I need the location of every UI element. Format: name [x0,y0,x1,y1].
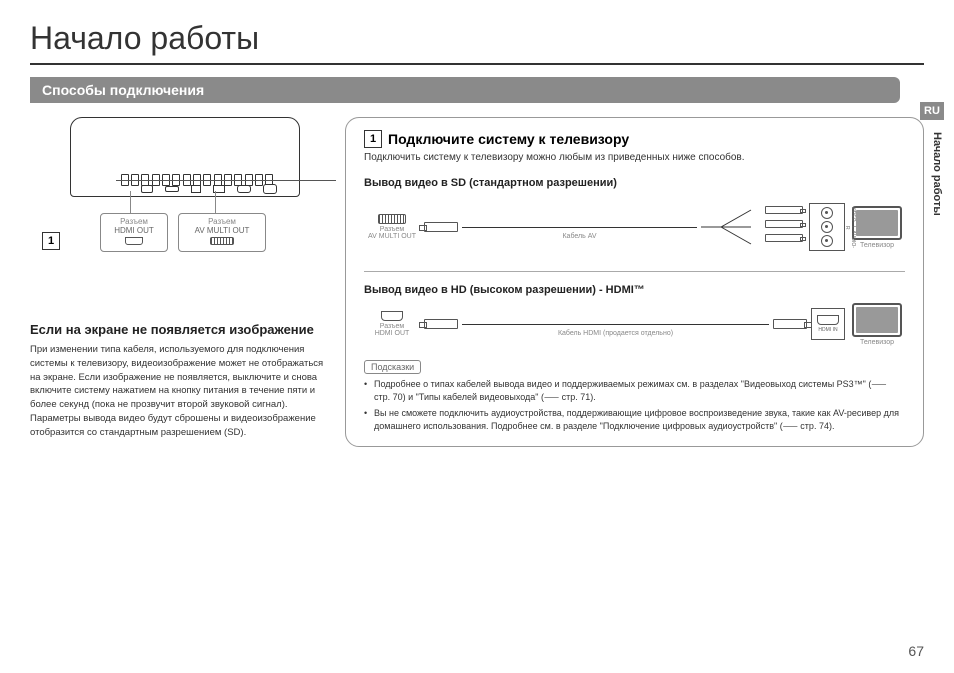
hints-list: Подробнее о типах кабелей вывода видео и… [364,378,905,432]
console-back-illustration [70,117,300,197]
hd-cable-line: Кабель HDMI (продается отдельно) [462,324,769,325]
step-1-title-row: 1 Подключите систему к телевизору [364,130,905,148]
hdmi-plug-left-icon [424,319,458,329]
step-1-number: 1 [364,130,382,148]
content-row: Разъем HDMI OUT Разъем AV MULTI OUT 1 Ес… [30,117,924,447]
tv-hd: Телевизор [849,303,905,346]
tv-sd: Телевизор [849,206,905,249]
av-plug-icon [424,222,458,232]
sd-heading: Вывод видео в SD (стандартном разрешении… [364,177,905,189]
callout-av-multi-out: Разъем AV MULTI OUT [178,213,266,252]
rca-input-panel: VIDEO L-AUDIO-R [809,203,845,251]
troubleshoot-heading: Если на экране не появляется изображение [30,322,325,337]
rca-plugs [765,206,805,248]
callout-hdmi-out: Разъем HDMI OUT [100,213,168,252]
page-number: 67 [908,643,924,659]
sd-source-port: Разъем AV MULTI OUT [364,214,420,240]
hd-source-port: Разъем HDMI OUT [364,311,420,337]
hdmi-port-icon [125,237,143,245]
section-header: Способы подключения [30,77,900,103]
step-1-title: Подключите систему к телевизору [388,131,629,147]
side-section-label: Начало работы [931,132,943,216]
hdmi-plug-right-icon [773,319,807,329]
left-column: Разъем HDMI OUT Разъем AV MULTI OUT 1 Ес… [30,117,325,447]
hd-cable-diagram: Разъем HDMI OUT Кабель HDMI (продается о… [364,304,905,344]
av-port-icon [210,237,234,245]
device-diagram: Разъем HDMI OUT Разъем AV MULTI OUT 1 [30,117,325,292]
hint-item: Вы не сможете подключить аудиоустройства… [364,407,905,432]
hd-heading: Вывод видео в HD (высоком разрешении) - … [364,284,905,296]
page-title: Начало работы [30,20,924,63]
troubleshoot-body: При изменении типа кабеля, используемого… [30,343,325,439]
language-badge: RU [920,102,944,120]
right-column: 1 Подключите систему к телевизору Подклю… [345,117,924,447]
sd-cable-line: Кабель AV [462,227,697,228]
step-1-subtitle: Подключить систему к телевизору можно лю… [364,152,905,163]
hint-item: Подробнее о типах кабелей вывода видео и… [364,378,905,403]
method-divider [364,271,905,272]
sd-cable-diagram: Разъем AV MULTI OUT Кабель AV [364,197,905,257]
hints-badge: Подсказки [364,360,421,374]
step-number-device: 1 [42,232,60,250]
title-rule [30,63,924,65]
hdmi-input-panel: HDMI IN [811,308,845,340]
manual-page: Начало работы Способы подключения [0,0,954,673]
cable-split-icon [701,202,761,252]
